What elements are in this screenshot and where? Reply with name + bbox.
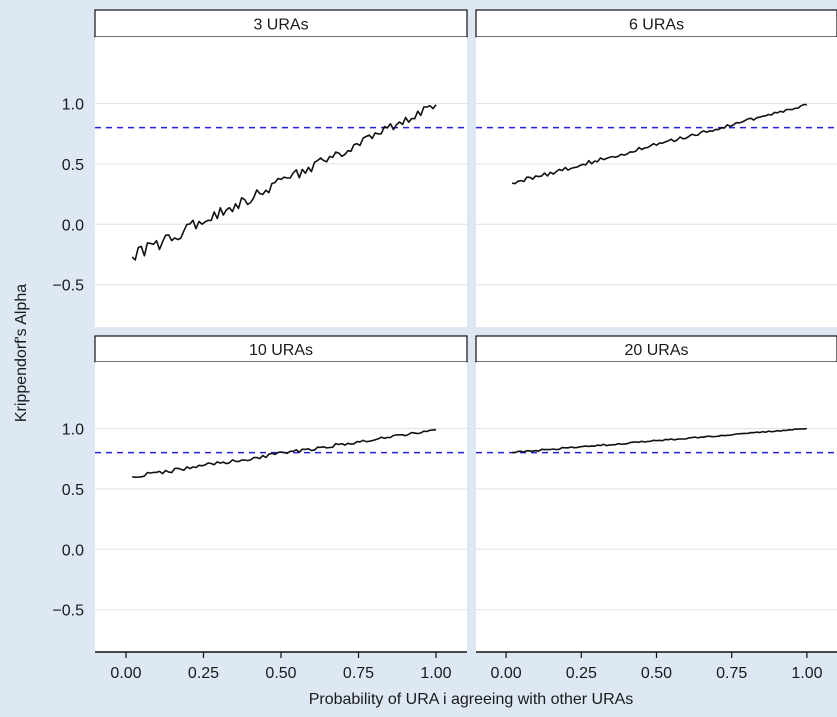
x-tick-label: 0.00 [110,665,141,682]
plot-area [476,37,837,327]
series-line [132,428,437,478]
y-tick-label: −0.5 [52,278,84,295]
series-line [512,427,808,454]
x-tick-label: 0.50 [641,665,672,682]
y-tick-label: 1.0 [62,96,84,113]
series-line [511,103,807,185]
series-line [131,104,437,261]
plot-area [476,362,837,652]
panel-title: 6 URAs [629,17,684,34]
plot-area [95,362,467,652]
y-tick-label: −0.5 [52,603,84,620]
panel-title: 3 URAs [253,17,308,34]
panel-1: 3 URAs [94,9,468,327]
panel-2: 6 URAs [475,9,837,327]
y-axis-label: Krippendorf's Alpha [13,284,30,422]
x-tick-label: 0.25 [566,665,597,682]
x-tick-label: 0.50 [265,665,296,682]
x-tick-label: 0.75 [716,665,747,682]
panel-title: 20 URAs [624,342,688,359]
x-tick-label: 0.25 [188,665,219,682]
panel-strip [94,9,468,38]
x-axis-label: Probability of URA i agreeing with other… [309,691,634,708]
panel-title: 10 URAs [249,342,313,359]
x-tick-label: 1.00 [420,665,451,682]
y-tick-label: 0.5 [62,482,84,499]
panel-strip [94,335,468,363]
axes-layer: −0.5 0.0 0.5 1.0 −0.5 0.0 0.5 1.0 0.00 0.25 0.50 0.… [52,96,837,682]
panels-layer: 3 URAs 6 URAs 10 URAs 20 URAs [94,9,837,652]
plot-area [95,37,467,327]
x-tick-label: 0.75 [343,665,374,682]
x-tick-label: 0.00 [491,665,522,682]
y-tick-label: 1.0 [62,421,84,438]
y-tick-label: 0.0 [62,217,84,234]
panel-3: 10 URAs [94,335,468,652]
panel-4: 20 URAs [475,335,837,652]
y-tick-label: 0.0 [62,542,84,559]
x-tick-label: 1.00 [791,665,822,682]
panel-strip [475,335,837,363]
y-tick-label: 0.5 [62,157,84,174]
